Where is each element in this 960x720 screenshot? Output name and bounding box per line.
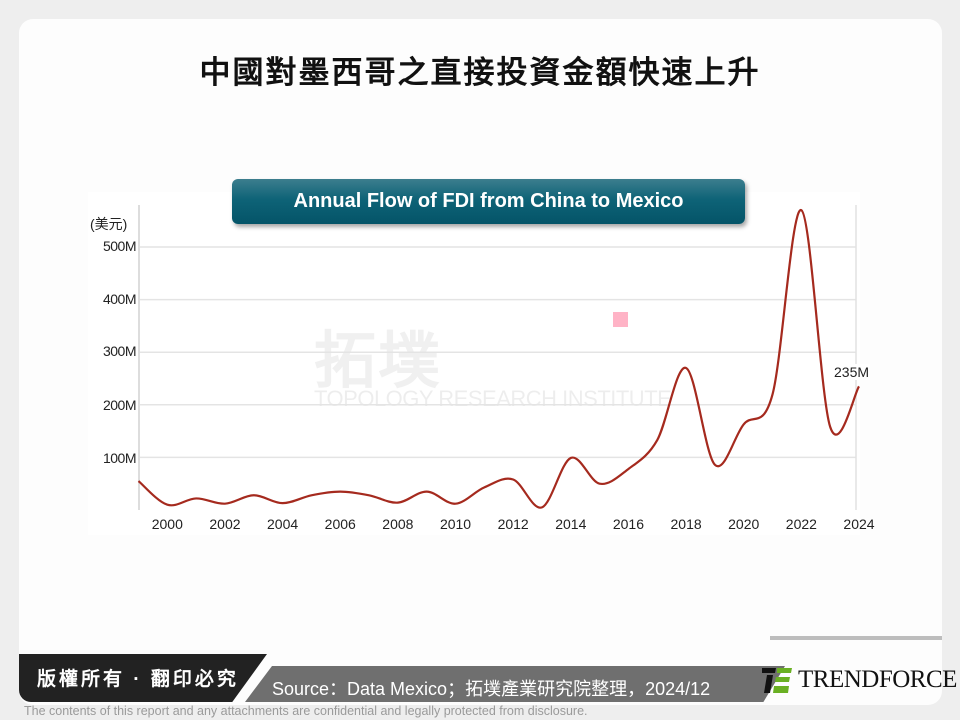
gridlines bbox=[139, 246, 856, 459]
trendforce-logo-icon bbox=[762, 666, 792, 694]
x-tick: 2004 bbox=[267, 516, 299, 532]
chart-title-banner: Annual Flow of FDI from China to Mexico bbox=[232, 179, 745, 224]
trendforce-logo-text: TRENDFORCE bbox=[798, 666, 957, 693]
chart-panel bbox=[88, 192, 860, 535]
y-tick-300m: 300M bbox=[102, 343, 137, 359]
y-tick-200m: 200M bbox=[102, 397, 137, 413]
fdi-series-line bbox=[137, 209, 860, 509]
footer-source-bar bbox=[245, 666, 785, 702]
x-tick: 2022 bbox=[785, 516, 817, 532]
legend-marker bbox=[613, 312, 628, 327]
chart-title: Annual Flow of FDI from China to Mexico bbox=[293, 190, 684, 212]
disclaimer-text: The contents of this report and any atta… bbox=[24, 704, 588, 718]
watermark-en: TOPOLOGY RESEARCH INSTITUTE bbox=[314, 386, 672, 411]
end-value-label: 235M bbox=[833, 364, 871, 380]
footer-copyright-bar bbox=[19, 654, 267, 702]
x-tick: 2018 bbox=[670, 516, 702, 532]
y-axis-unit: (美元) bbox=[90, 216, 128, 232]
x-tick: 2000 bbox=[151, 516, 183, 532]
x-tick: 2006 bbox=[324, 516, 356, 532]
y-tick-100m: 100M bbox=[102, 450, 137, 466]
x-tick: 2012 bbox=[497, 516, 529, 532]
x-tick: 2010 bbox=[439, 516, 472, 532]
trendforce-logo: TRENDFORCE bbox=[762, 666, 957, 694]
source-text: Source：Data Mexico；拓墣產業研究院整理，2024/12 bbox=[272, 679, 711, 699]
x-tick: 2014 bbox=[555, 516, 587, 532]
x-tick: 2024 bbox=[843, 516, 875, 532]
y-tick-500m: 500M bbox=[102, 238, 137, 254]
x-tick: 2002 bbox=[209, 516, 241, 532]
page-title: 中國對墨西哥之直接投資金額快速上升 bbox=[199, 55, 761, 91]
copyright-text: 版權所有 · 翻印必究 bbox=[37, 669, 239, 690]
x-tick: 2016 bbox=[612, 516, 645, 532]
y-tick-400m: 400M bbox=[102, 291, 137, 307]
footer-accent-bar bbox=[770, 636, 942, 640]
x-tick: 2020 bbox=[728, 516, 760, 532]
watermark-cn: 拓墣 bbox=[314, 327, 443, 396]
x-tick: 2008 bbox=[382, 516, 414, 532]
